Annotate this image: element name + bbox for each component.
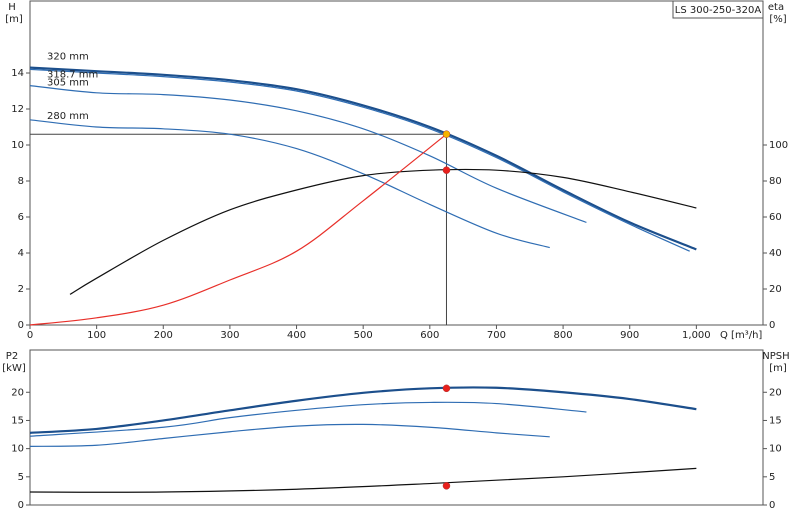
x-tick-label: 500	[354, 330, 373, 341]
x-tick-label: 1,000	[682, 330, 711, 341]
curve	[29, 401, 587, 437]
y-tick-label: 0	[18, 500, 24, 511]
curve	[29, 68, 690, 252]
y2-tick-label: 0	[769, 500, 775, 511]
y-tick-label: 2	[18, 284, 24, 295]
x-tick-label: 800	[554, 330, 573, 341]
y2-axis-label: NPSH	[762, 351, 789, 362]
curve	[29, 66, 697, 251]
x-axis-label: Q [m³/h]	[720, 330, 762, 341]
y-tick-label: 10	[11, 444, 24, 455]
curve	[29, 423, 550, 447]
y-tick-label: 20	[11, 387, 24, 398]
y-tick-label: 4	[18, 248, 24, 259]
y2-axis-label: eta	[768, 2, 784, 13]
y2-axis-unit: [m]	[769, 363, 787, 374]
y-tick-label: 0	[18, 320, 24, 331]
plot-frame	[29, 0, 764, 326]
curve-label: 320 mm	[47, 52, 89, 63]
y2-axis-unit: [%]	[769, 14, 786, 25]
y2-tick-label: 15	[769, 415, 782, 426]
x-tick-label: 300	[220, 330, 239, 341]
x-tick-label: 200	[154, 330, 173, 341]
y-axis-unit: [m]	[5, 14, 23, 25]
curve	[29, 386, 697, 434]
curve-label: 305 mm	[47, 78, 89, 89]
curve-label: 318.7 mm	[47, 69, 98, 80]
y2-tick-label: 80	[769, 176, 782, 187]
y2-tick-label: 20	[769, 387, 782, 398]
y2-tick-label: 20	[769, 284, 782, 295]
y-tick-label: 8	[18, 176, 24, 187]
y-tick-label: 12	[11, 104, 24, 115]
y2-tick-label: 60	[769, 212, 782, 223]
y-axis-label: P2	[6, 351, 18, 362]
curve	[29, 133, 447, 326]
y-tick-label: 14	[11, 68, 24, 79]
x-tick-label: 400	[287, 330, 306, 341]
y-tick-label: 15	[11, 415, 24, 426]
y2-tick-label: 100	[769, 140, 788, 151]
curve-label: 280 mm	[47, 111, 89, 122]
y2-tick-label: 0	[769, 320, 775, 331]
y-tick-label: 6	[18, 212, 24, 223]
y2-tick-label: 10	[769, 444, 782, 455]
duty-point	[442, 130, 451, 138]
legend-box-text: LS 300-250-320A	[675, 5, 762, 16]
plot-frame	[29, 349, 764, 506]
duty-point	[442, 482, 451, 490]
x-tick-label: 0	[27, 330, 33, 341]
y-tick-label: 5	[18, 472, 24, 483]
duty-point	[442, 166, 451, 174]
y-axis-unit: [kW]	[2, 363, 26, 374]
x-tick-label: 700	[487, 330, 506, 341]
legend-box	[672, 0, 764, 19]
x-tick-label: 900	[620, 330, 639, 341]
x-tick-label: 100	[87, 330, 106, 341]
curve	[29, 467, 697, 493]
duty-point	[442, 384, 451, 393]
y2-tick-label: 40	[769, 248, 782, 259]
curve	[69, 168, 697, 295]
curve	[29, 119, 550, 249]
y-axis-label: H	[8, 2, 16, 13]
x-tick-label: 600	[420, 330, 439, 341]
y-tick-label: 10	[11, 140, 24, 151]
curve	[29, 85, 587, 223]
y2-tick-label: 5	[769, 472, 775, 483]
